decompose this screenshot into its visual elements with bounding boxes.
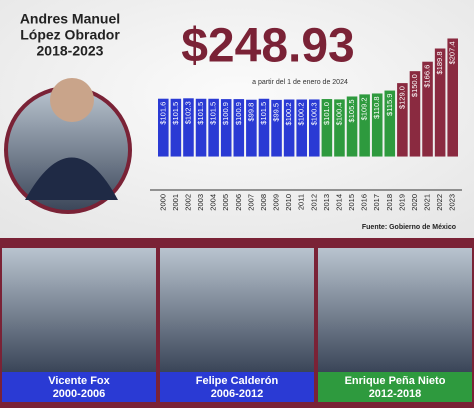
panel-term: 2012-2018 — [369, 388, 422, 400]
x-tick-label: 2004 — [209, 194, 218, 211]
value-label: $207.4 — [448, 41, 457, 64]
x-tick-label: 2020 — [410, 194, 419, 211]
bar — [271, 99, 282, 157]
value-label: $102.3 — [183, 101, 192, 124]
x-tick-label: 2011 — [297, 194, 306, 210]
value-label: $99.8 — [246, 103, 255, 122]
value-label: $100.2 — [284, 103, 293, 126]
x-tick-label: 2005 — [221, 194, 230, 211]
title-line: López Obrador — [20, 27, 120, 43]
photo-calderon — [160, 248, 314, 372]
bar — [346, 96, 358, 157]
headline: $248.93 — [181, 20, 355, 73]
bar — [359, 94, 370, 157]
bar — [384, 90, 396, 157]
bar — [208, 98, 219, 157]
bar — [170, 98, 182, 157]
bar — [397, 83, 408, 157]
panel-name: Vicente Fox — [48, 375, 110, 387]
caption-box — [318, 372, 472, 402]
value-label: $101.6 — [158, 102, 167, 125]
caption-box — [2, 372, 156, 402]
value-label: $189.8 — [435, 51, 444, 74]
x-tick-label: 2021 — [423, 194, 432, 211]
bar — [447, 38, 458, 157]
value-label: $101.5 — [171, 102, 180, 125]
x-tick-label: 2016 — [360, 194, 369, 211]
bar — [258, 98, 270, 157]
bar — [296, 99, 307, 157]
title-line: 2018-2023 — [37, 43, 104, 59]
x-tick-label: 2002 — [183, 194, 192, 211]
x-tick-label: 2003 — [196, 194, 205, 211]
x-tick-label: 2013 — [322, 194, 331, 211]
value-label: $115.9 — [385, 94, 394, 116]
x-tick-label: 2008 — [259, 194, 268, 211]
value-label: $101.5 — [196, 102, 205, 125]
x-tick-label: 2014 — [334, 194, 343, 211]
photo-fox — [2, 248, 156, 372]
bar — [409, 71, 421, 157]
bar — [334, 99, 345, 157]
x-tick-label: 2022 — [435, 194, 444, 211]
x-tick-label: 2007 — [246, 194, 255, 211]
value-label: $110.8 — [372, 96, 381, 118]
bar — [283, 99, 295, 157]
x-tick-label: 2018 — [385, 194, 394, 211]
x-tick-label: 2019 — [397, 194, 406, 211]
bar — [183, 98, 194, 157]
panel-term: 2000-2006 — [53, 388, 106, 400]
x-tick-label: 2012 — [309, 194, 318, 211]
value-label: $150.0 — [410, 74, 419, 97]
value-label: $100.9 — [221, 102, 230, 125]
title-line: Andres Manuel — [20, 11, 120, 27]
bar — [321, 99, 333, 157]
bar — [195, 98, 207, 157]
bar — [158, 98, 169, 157]
divider — [0, 238, 474, 246]
portrait-suit — [25, 157, 118, 200]
source: Fuente: Gobierno de México — [362, 224, 456, 231]
value-label: $100.2 — [297, 103, 306, 126]
value-label: $101.5 — [209, 102, 218, 125]
bar — [371, 93, 383, 157]
value-label: $109.2 — [360, 97, 369, 120]
x-tick-label: 2006 — [234, 194, 243, 211]
value-label: $100.9 — [234, 102, 243, 125]
bar — [233, 99, 245, 157]
value-label: $101.5 — [259, 102, 268, 125]
panel-term: 2006-2012 — [211, 388, 264, 400]
bar — [434, 48, 446, 157]
photo-pena-nieto — [318, 248, 472, 372]
x-tick-label: 2000 — [158, 194, 167, 211]
value-label: $99.5 — [272, 103, 281, 122]
bar — [220, 99, 232, 157]
bar — [422, 61, 433, 157]
x-tick-label: 2023 — [448, 194, 457, 211]
bar — [309, 99, 320, 157]
subtitle: a partir del 1 de enero de 2024 — [252, 79, 348, 86]
x-tick-label: 2017 — [372, 194, 381, 211]
bar — [246, 99, 257, 157]
value-label: $100.4 — [334, 102, 343, 125]
value-label: $100.3 — [309, 102, 318, 125]
value-label: $166.6 — [423, 65, 432, 88]
x-tick-label: 2015 — [347, 194, 356, 211]
x-tick-label: 2001 — [171, 194, 180, 211]
x-tick-label: 2010 — [284, 194, 293, 211]
value-label: $129.0 — [397, 86, 406, 109]
x-tick-label: 2009 — [272, 194, 281, 211]
caption-box — [160, 372, 314, 402]
panel-name: Enrique Peña Nieto — [345, 375, 446, 387]
panel-name: Felipe Calderón — [196, 375, 279, 387]
value-label: $105.5 — [347, 99, 356, 122]
value-label: $101.0 — [322, 102, 331, 125]
portrait-face — [50, 78, 94, 122]
